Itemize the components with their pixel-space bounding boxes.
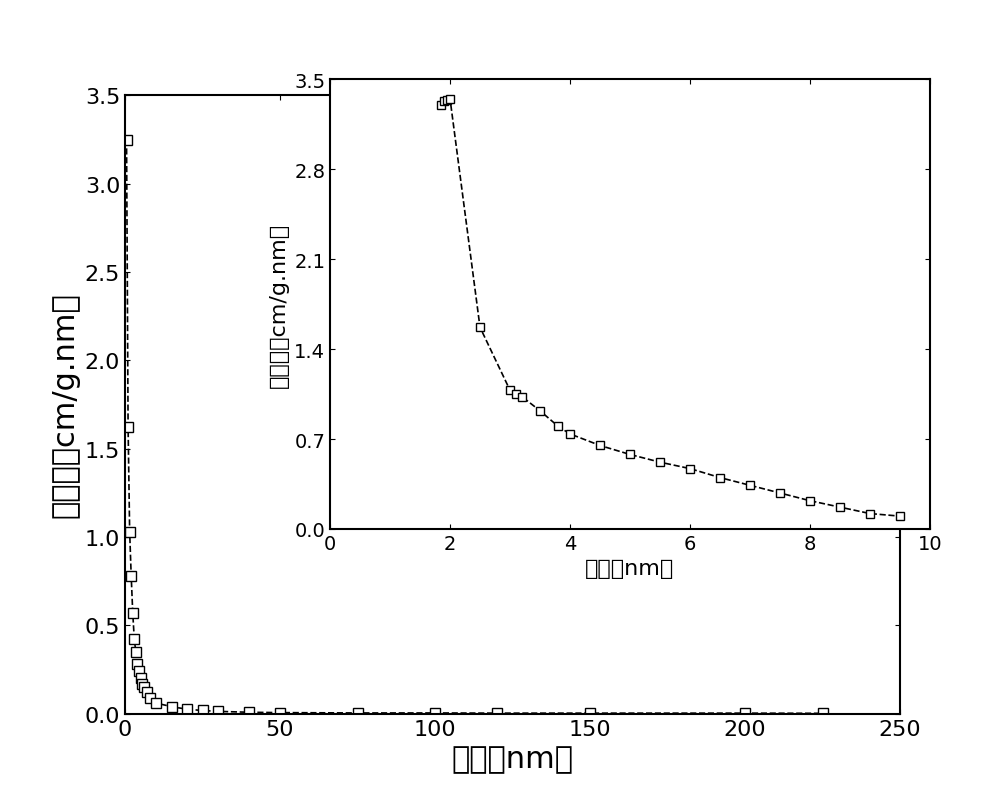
Y-axis label: 孔体积（cm/g.nm）: 孔体积（cm/g.nm） (268, 222, 288, 387)
X-axis label: 孔径（nm）: 孔径（nm） (585, 559, 675, 579)
Y-axis label: 孔体积（cm/g.nm）: 孔体积（cm/g.nm） (50, 292, 79, 518)
X-axis label: 孔径（nm）: 孔径（nm） (452, 744, 574, 773)
